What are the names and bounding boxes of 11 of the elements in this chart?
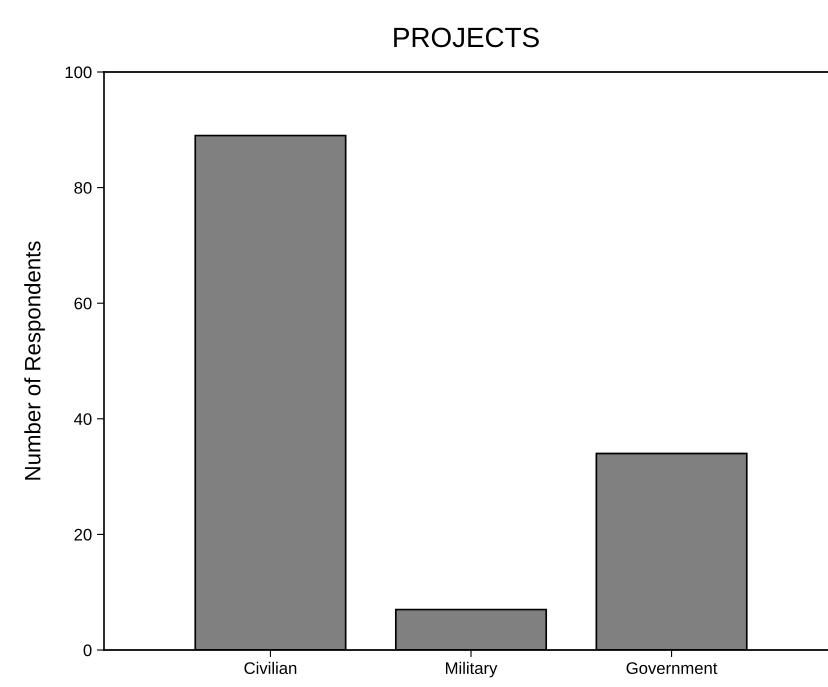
y-tick-label: 100 — [66, 66, 92, 78]
y-tick-label: 40 — [74, 413, 92, 426]
y-tick-label: 0 — [84, 644, 92, 656]
y-tick-label: 80 — [74, 182, 92, 194]
y-axis-title: Number of Respondents — [24, 241, 45, 480]
y-tick-label: 20 — [74, 528, 92, 541]
x-tick-label: Military — [446, 662, 498, 678]
x-tick-label: Government — [626, 662, 718, 674]
x-tick-label: Civilian — [244, 662, 296, 674]
chart-title: PROJECTS — [394, 28, 539, 48]
y-tick-label: 60 — [74, 298, 92, 310]
